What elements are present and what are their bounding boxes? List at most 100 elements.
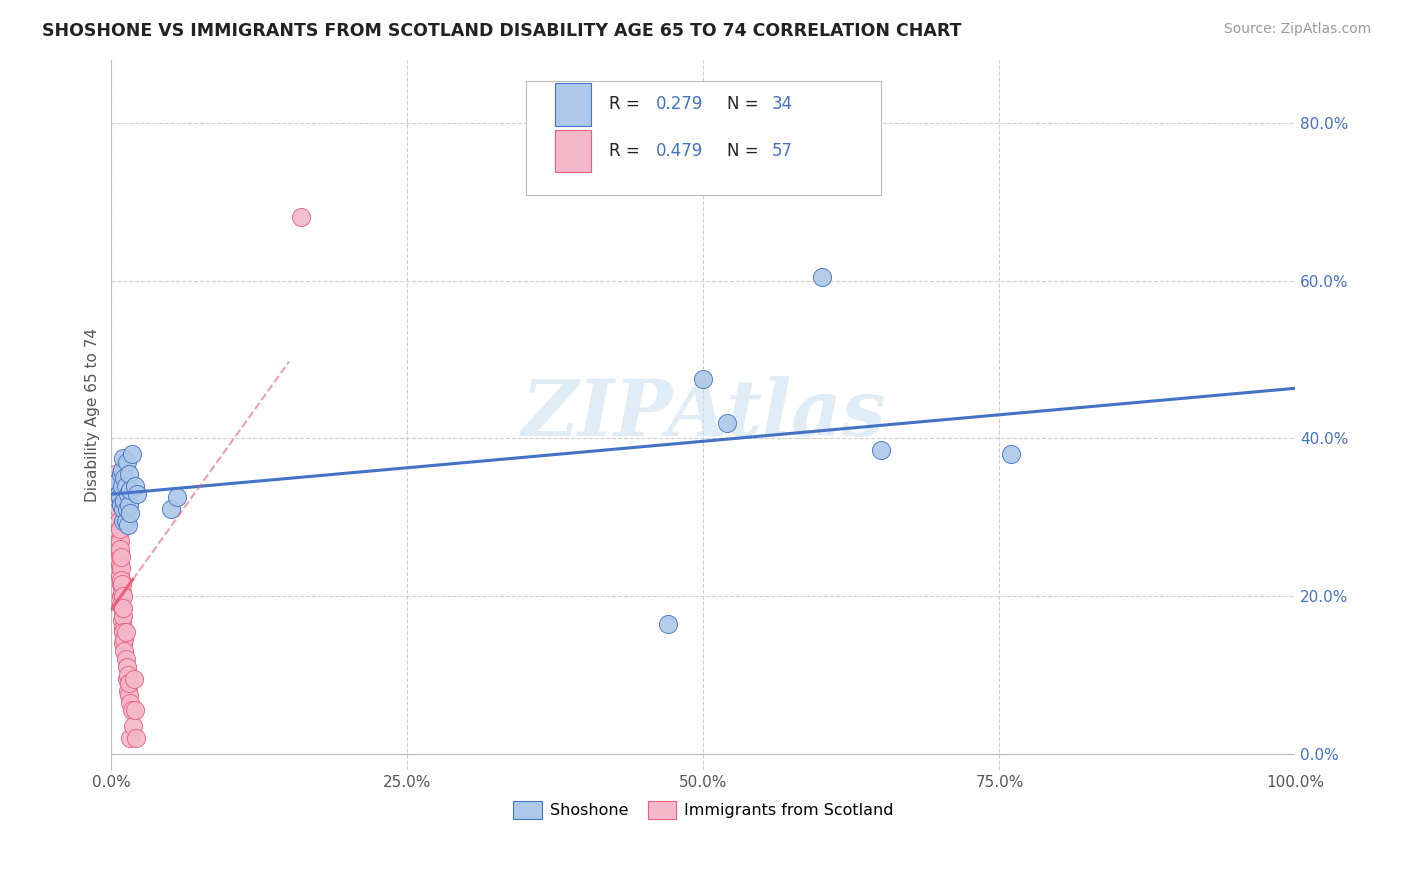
Point	[110, 561, 132, 575]
Point	[692, 372, 714, 386]
Point	[124, 478, 146, 492]
Legend: Shoshone, Immigrants from Scotland: Shoshone, Immigrants from Scotland	[506, 795, 900, 826]
Point	[105, 525, 128, 540]
Point	[110, 549, 132, 564]
Point	[114, 494, 136, 508]
Point	[114, 471, 136, 485]
Point	[108, 569, 131, 583]
Point	[107, 525, 129, 540]
Point	[112, 608, 135, 623]
Point	[120, 506, 142, 520]
Point	[118, 676, 141, 690]
Point	[107, 533, 129, 548]
Point	[107, 514, 129, 528]
Point	[290, 211, 312, 225]
Point	[105, 486, 128, 500]
Point	[111, 585, 134, 599]
Point	[115, 455, 138, 469]
Point	[118, 467, 141, 481]
Point	[117, 683, 139, 698]
Point	[112, 450, 135, 465]
Point	[105, 491, 128, 505]
Point	[111, 577, 134, 591]
Point	[105, 546, 128, 560]
Point	[121, 704, 143, 718]
Point	[127, 486, 149, 500]
Point	[104, 478, 127, 492]
Point	[105, 538, 128, 552]
Point	[166, 491, 188, 505]
Point	[122, 672, 145, 686]
Point	[118, 499, 141, 513]
Point	[657, 616, 679, 631]
Point	[105, 510, 128, 524]
Point	[111, 463, 134, 477]
Point	[107, 553, 129, 567]
Point	[111, 613, 134, 627]
Text: SHOSHONE VS IMMIGRANTS FROM SCOTLAND DISABILITY AGE 65 TO 74 CORRELATION CHART: SHOSHONE VS IMMIGRANTS FROM SCOTLAND DIS…	[42, 22, 962, 40]
Point	[111, 601, 134, 615]
Point	[115, 672, 138, 686]
Y-axis label: Disability Age 65 to 74: Disability Age 65 to 74	[86, 327, 100, 501]
Point	[121, 447, 143, 461]
Text: Source: ZipAtlas.com: Source: ZipAtlas.com	[1223, 22, 1371, 37]
FancyBboxPatch shape	[555, 83, 591, 126]
Point	[107, 486, 129, 500]
Point	[105, 483, 128, 497]
Point	[121, 719, 143, 733]
Text: ZIPAtlas: ZIPAtlas	[522, 376, 886, 453]
Point	[112, 636, 135, 650]
Point	[114, 644, 136, 658]
Text: 0.279: 0.279	[657, 95, 703, 113]
Point	[117, 518, 139, 533]
Point	[124, 704, 146, 718]
Point	[117, 486, 139, 500]
FancyBboxPatch shape	[526, 81, 882, 194]
Point	[112, 502, 135, 516]
Point	[159, 502, 181, 516]
Point	[118, 688, 141, 702]
Point	[108, 558, 131, 572]
Point	[112, 589, 135, 603]
Point	[108, 533, 131, 548]
Point	[112, 624, 135, 639]
Point	[114, 514, 136, 528]
Point	[107, 502, 129, 516]
Point	[111, 478, 134, 492]
Point	[114, 652, 136, 666]
Point	[120, 696, 142, 710]
Point	[110, 597, 132, 611]
Point	[115, 660, 138, 674]
Point	[105, 514, 128, 528]
Text: 34: 34	[772, 95, 793, 113]
Point	[110, 574, 132, 588]
Point	[105, 499, 128, 513]
Point	[120, 483, 142, 497]
Point	[108, 522, 131, 536]
Point	[105, 475, 128, 489]
Point	[112, 621, 135, 635]
Text: N =: N =	[727, 95, 763, 113]
Point	[120, 731, 142, 745]
Point	[114, 632, 136, 647]
Point	[112, 601, 135, 615]
Point	[117, 668, 139, 682]
Point	[1000, 447, 1022, 461]
Point	[105, 475, 128, 489]
Point	[108, 541, 131, 556]
Point	[110, 467, 132, 481]
Text: R =: R =	[609, 142, 645, 161]
Point	[870, 443, 893, 458]
FancyBboxPatch shape	[555, 130, 591, 172]
Point	[115, 502, 138, 516]
Point	[110, 499, 132, 513]
Point	[110, 589, 132, 603]
Text: N =: N =	[727, 142, 763, 161]
Text: 57: 57	[772, 142, 793, 161]
Point	[110, 577, 132, 591]
Point	[105, 502, 128, 516]
Point	[125, 731, 148, 745]
Point	[112, 514, 135, 528]
Point	[716, 416, 738, 430]
Point	[104, 467, 127, 481]
